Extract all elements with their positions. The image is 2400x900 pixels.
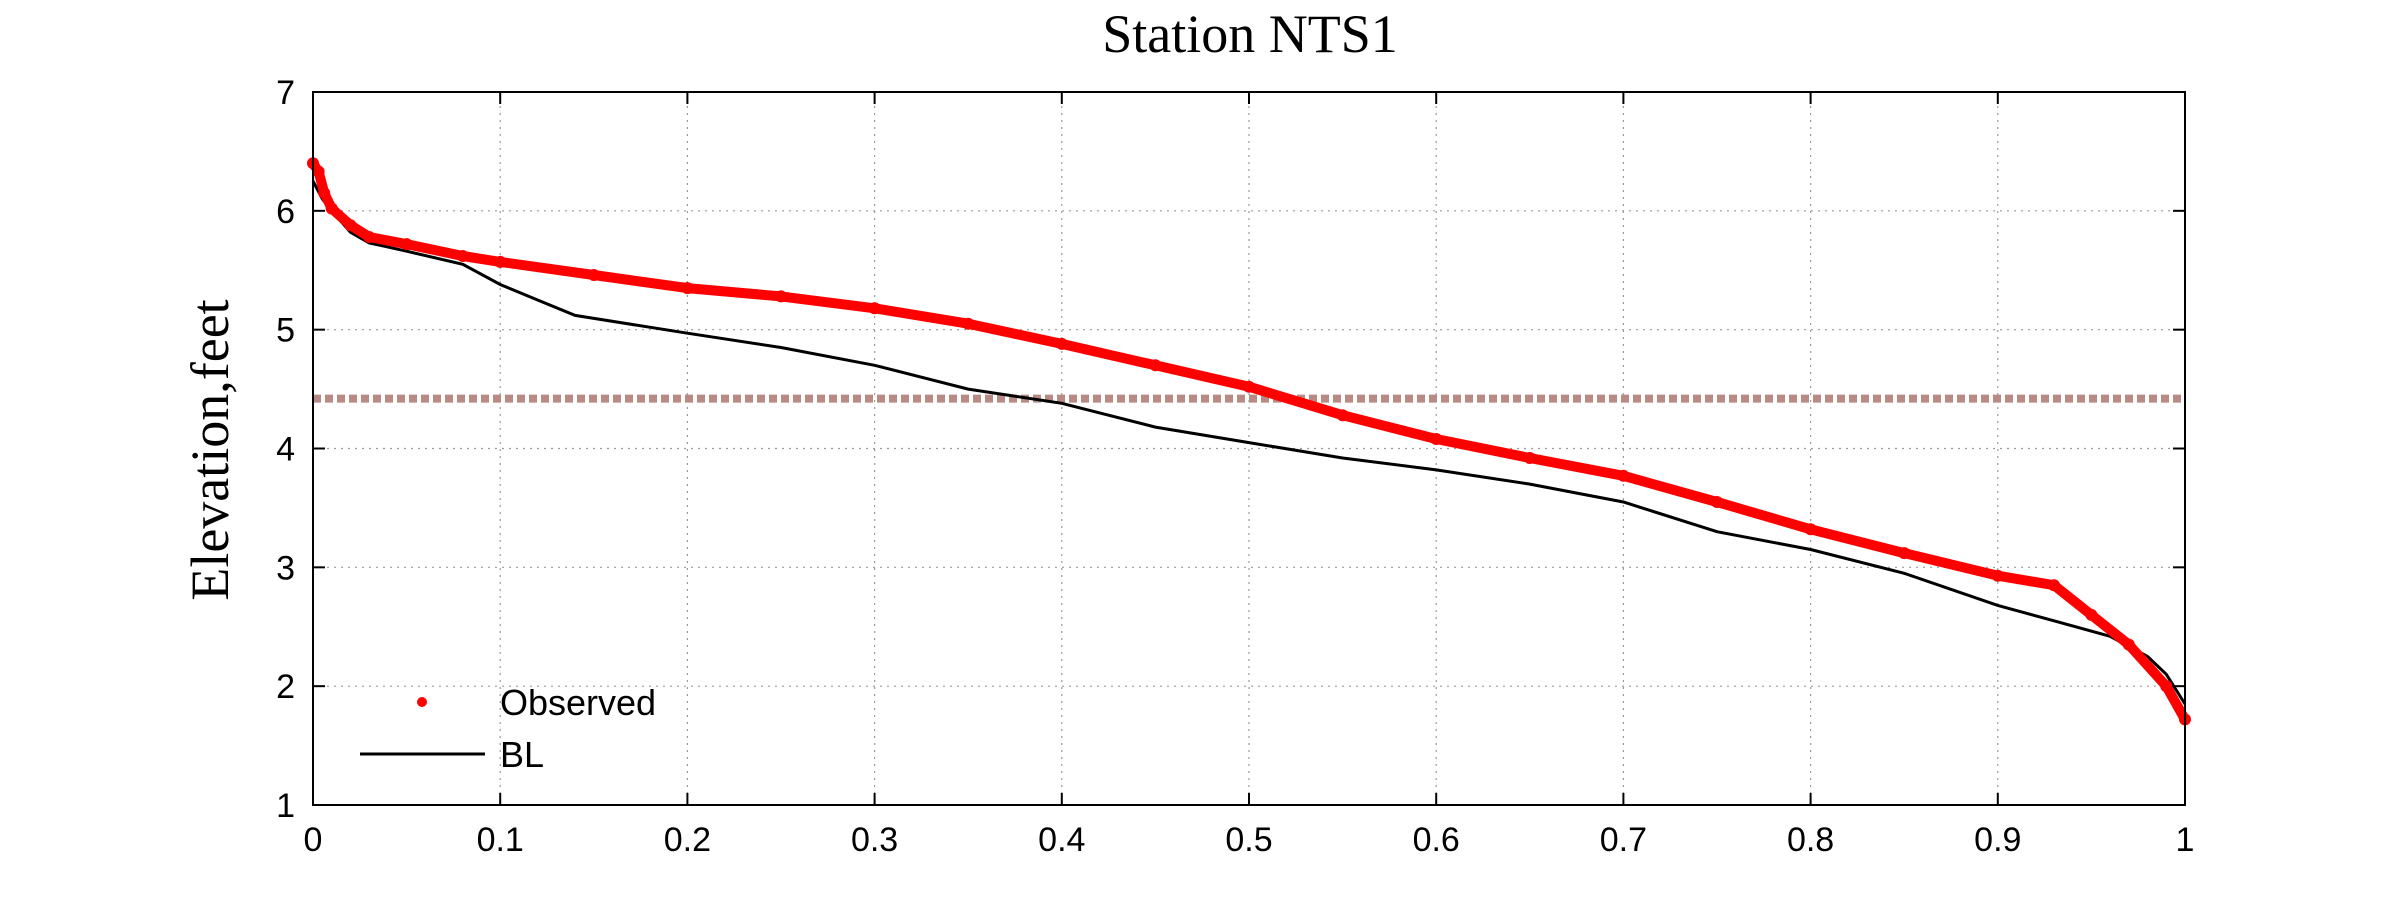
observed-point — [1243, 380, 1255, 393]
x-tick-label: 0.6 — [1413, 821, 1460, 859]
observed-point — [1149, 359, 1162, 372]
observed-point — [2048, 579, 2060, 592]
x-tick-label: 0.8 — [1787, 821, 1834, 859]
observed-point — [775, 290, 787, 303]
x-tick-label: 0.2 — [664, 821, 711, 859]
x-tick-label: 0.7 — [1600, 821, 1647, 859]
observed-point — [962, 317, 975, 330]
series-observed-points — [307, 157, 2191, 726]
x-tick-labels: 0 0.1 0.2 0.3 0.4 0.5 0.6 0.7 0.8 0.9 1 — [304, 821, 2195, 859]
y-tick-label: 3 — [276, 549, 295, 587]
observed-point — [318, 187, 331, 199]
observed-point — [456, 250, 469, 262]
y-tick-label: 6 — [276, 193, 295, 231]
series-group — [307, 157, 2191, 726]
observed-point — [1336, 409, 1349, 422]
series-bl-line — [311, 180, 2187, 705]
observed-point — [681, 282, 694, 295]
observed-point — [587, 269, 600, 281]
x-tick-label: 0.1 — [477, 821, 524, 859]
y-tick-label: 1 — [276, 787, 295, 825]
observed-point — [2085, 608, 2098, 621]
x-tick-label: 0 — [304, 821, 323, 859]
y-axis-label: Elevation,feet — [180, 299, 240, 600]
legend-observed-label: Observed — [500, 682, 656, 723]
axis-ticks — [312, 91, 2186, 806]
observed-point — [1055, 337, 1068, 350]
observed-point — [1991, 569, 2004, 582]
observed-point — [1430, 433, 1443, 445]
y-tick-label: 2 — [276, 668, 295, 706]
x-tick-label: 0.4 — [1038, 821, 1085, 859]
x-tick-label: 1 — [2176, 821, 2195, 859]
observed-point — [344, 219, 357, 232]
y-tick-label: 7 — [276, 74, 295, 112]
observed-point — [1898, 547, 1911, 560]
observed-point — [325, 202, 338, 215]
observed-point — [868, 302, 881, 315]
observed-point — [1523, 452, 1536, 464]
observed-point — [1804, 523, 1817, 536]
observed-point — [1711, 496, 1723, 508]
chart-title: Station NTS1 — [1102, 4, 1398, 64]
observed-point — [1617, 469, 1630, 482]
observed-point — [2122, 638, 2135, 651]
observed-point — [494, 255, 507, 268]
y-tick-label: 4 — [276, 431, 295, 469]
y-tick-label: 5 — [276, 312, 295, 350]
x-tick-label: 0.3 — [851, 821, 898, 859]
x-tick-label: 0.5 — [1225, 821, 1272, 859]
legend-bl-label: BL — [500, 734, 544, 775]
legend: Observed BL — [360, 682, 656, 775]
observed-point — [2160, 680, 2173, 693]
x-tick-label: 0.9 — [1974, 821, 2021, 859]
observed-point — [363, 231, 376, 243]
legend-observed-marker — [417, 697, 427, 707]
observed-point — [312, 165, 325, 178]
y-tick-labels: 1 2 3 4 5 6 7 — [276, 74, 295, 825]
observed-point — [400, 238, 413, 251]
